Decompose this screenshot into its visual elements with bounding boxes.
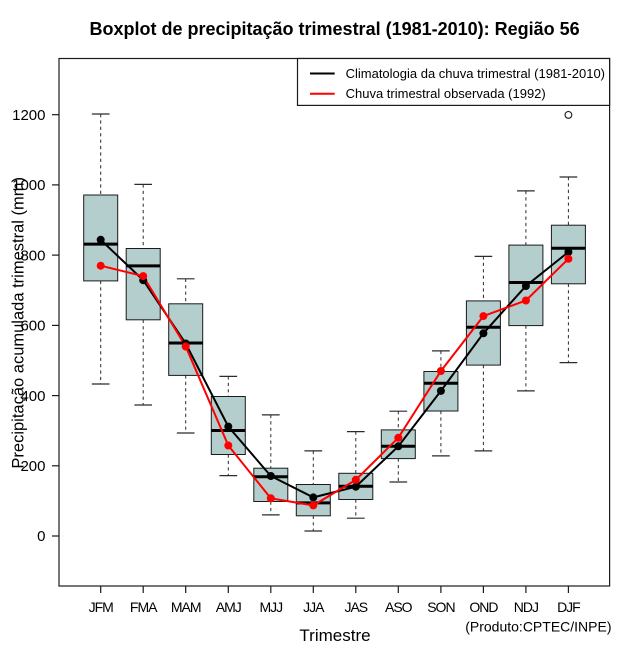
svg-text:Chuva trimestral observada (19: Chuva trimestral observada (1992) xyxy=(346,86,546,101)
svg-text:1000: 1000 xyxy=(12,177,45,194)
svg-text:600: 600 xyxy=(20,318,45,335)
svg-text:ASO: ASO xyxy=(385,599,413,615)
svg-text:Boxplot de precipitação trimes: Boxplot de precipitação trimestral (1981… xyxy=(90,19,580,39)
svg-text:1200: 1200 xyxy=(12,107,45,124)
svg-text:DJF: DJF xyxy=(557,599,580,615)
svg-text:(Produto:CPTEC/INPE): (Produto:CPTEC/INPE) xyxy=(465,619,611,635)
svg-text:400: 400 xyxy=(20,388,45,405)
svg-text:JAS: JAS xyxy=(344,599,367,615)
svg-text:MJJ: MJJ xyxy=(259,599,282,615)
svg-text:MAM: MAM xyxy=(171,599,201,615)
svg-text:NDJ: NDJ xyxy=(514,599,538,615)
svg-text:JJA: JJA xyxy=(303,599,325,615)
svg-text:200: 200 xyxy=(20,458,45,475)
svg-text:0: 0 xyxy=(37,528,45,545)
svg-text:OND: OND xyxy=(469,599,498,615)
svg-text:800: 800 xyxy=(20,247,45,264)
svg-text:Climatologia da chuva trimestr: Climatologia da chuva trimestral (1981-2… xyxy=(346,66,605,81)
svg-text:Precipitação acumulada trimest: Precipitação acumulada trimestral (mm) xyxy=(10,177,28,469)
svg-text:AMJ: AMJ xyxy=(216,599,241,615)
svg-text:SON: SON xyxy=(427,599,454,615)
svg-text:Trimestre: Trimestre xyxy=(299,626,370,645)
svg-text:FMA: FMA xyxy=(130,599,158,615)
svg-text:JFM: JFM xyxy=(89,599,114,615)
